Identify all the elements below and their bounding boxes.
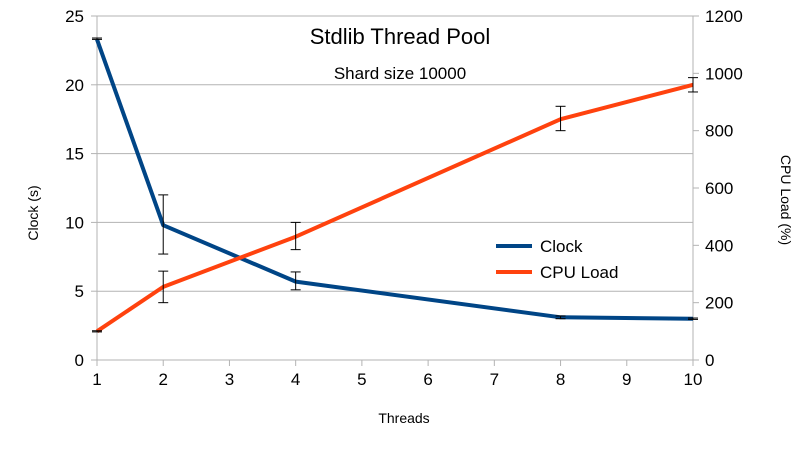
y-tick-label-right: 1000	[705, 64, 743, 83]
legend: Clock CPU Load	[496, 237, 618, 282]
y-tick-label-right: 1200	[705, 7, 743, 26]
x-tick-label: 1	[92, 370, 101, 389]
error-bars	[92, 37, 698, 333]
x-tick-label: 7	[490, 370, 499, 389]
legend-label-clock: Clock	[540, 237, 583, 256]
legend-label-cpu-load: CPU Load	[540, 263, 618, 282]
y-tick-label-left: 10	[65, 213, 84, 232]
x-tick-label: 2	[158, 370, 167, 389]
tick-labels: 1 2 3 4 5 6 7 8 9 1005101520250200400600800100012…	[65, 7, 743, 389]
y-tick-label-left: 5	[75, 282, 84, 301]
x-tick-label: 3	[225, 370, 234, 389]
y-tick-label-left: 0	[75, 351, 84, 370]
y-tick-label-right: 800	[705, 122, 733, 141]
y-tick-label-left: 15	[65, 145, 84, 164]
y-tick-label-right: 400	[705, 236, 733, 255]
x-tick-label: 10	[684, 370, 703, 389]
chart-subtitle: Shard size 10000	[334, 64, 466, 83]
y-tick-label-right: 600	[705, 179, 733, 198]
y-tick-label-right: 200	[705, 294, 733, 313]
x-axis-label: Threads	[378, 410, 429, 426]
x-tick-label: 8	[556, 370, 565, 389]
x-tick-label: 5	[357, 370, 366, 389]
y-axis-label-right: CPU Load (%)	[778, 155, 794, 245]
y-axis-label-left: Clock (s)	[25, 185, 41, 240]
y-tick-label-right: 0	[705, 351, 714, 370]
x-tick-label: 9	[622, 370, 631, 389]
series-layer	[95, 38, 694, 333]
x-tick-label: 4	[291, 370, 300, 389]
axes	[91, 15, 699, 366]
chart-title: Stdlib Thread Pool	[310, 24, 491, 49]
y-tick-label-left: 20	[65, 76, 84, 95]
x-tick-label: 6	[423, 370, 432, 389]
y-tick-label-left: 25	[65, 7, 84, 26]
